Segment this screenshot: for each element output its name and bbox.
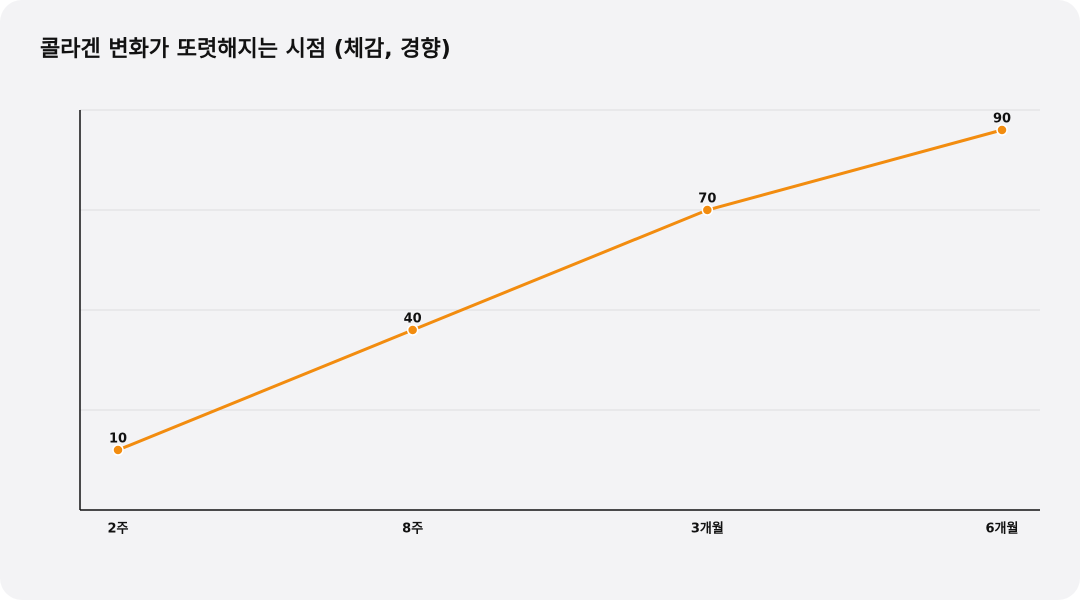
line [117,128,1003,452]
x-tick-label: 2주 [107,522,128,537]
chart-title: 콜라겐 변화가 또렷해지는 시점 (체감, 경향) [40,37,451,62]
point [406,324,419,336]
x-tick-label: 8주 [402,522,423,537]
point [112,444,124,456]
x-tick-label: 6개월 [986,521,1019,537]
point [996,124,1008,136]
x-tick-label: 3개월 [691,521,724,537]
point [701,204,714,216]
data-label: 10 [109,432,127,447]
data-label: 70 [698,192,716,207]
data-label: 90 [993,112,1011,127]
data-label: 40 [404,312,422,327]
